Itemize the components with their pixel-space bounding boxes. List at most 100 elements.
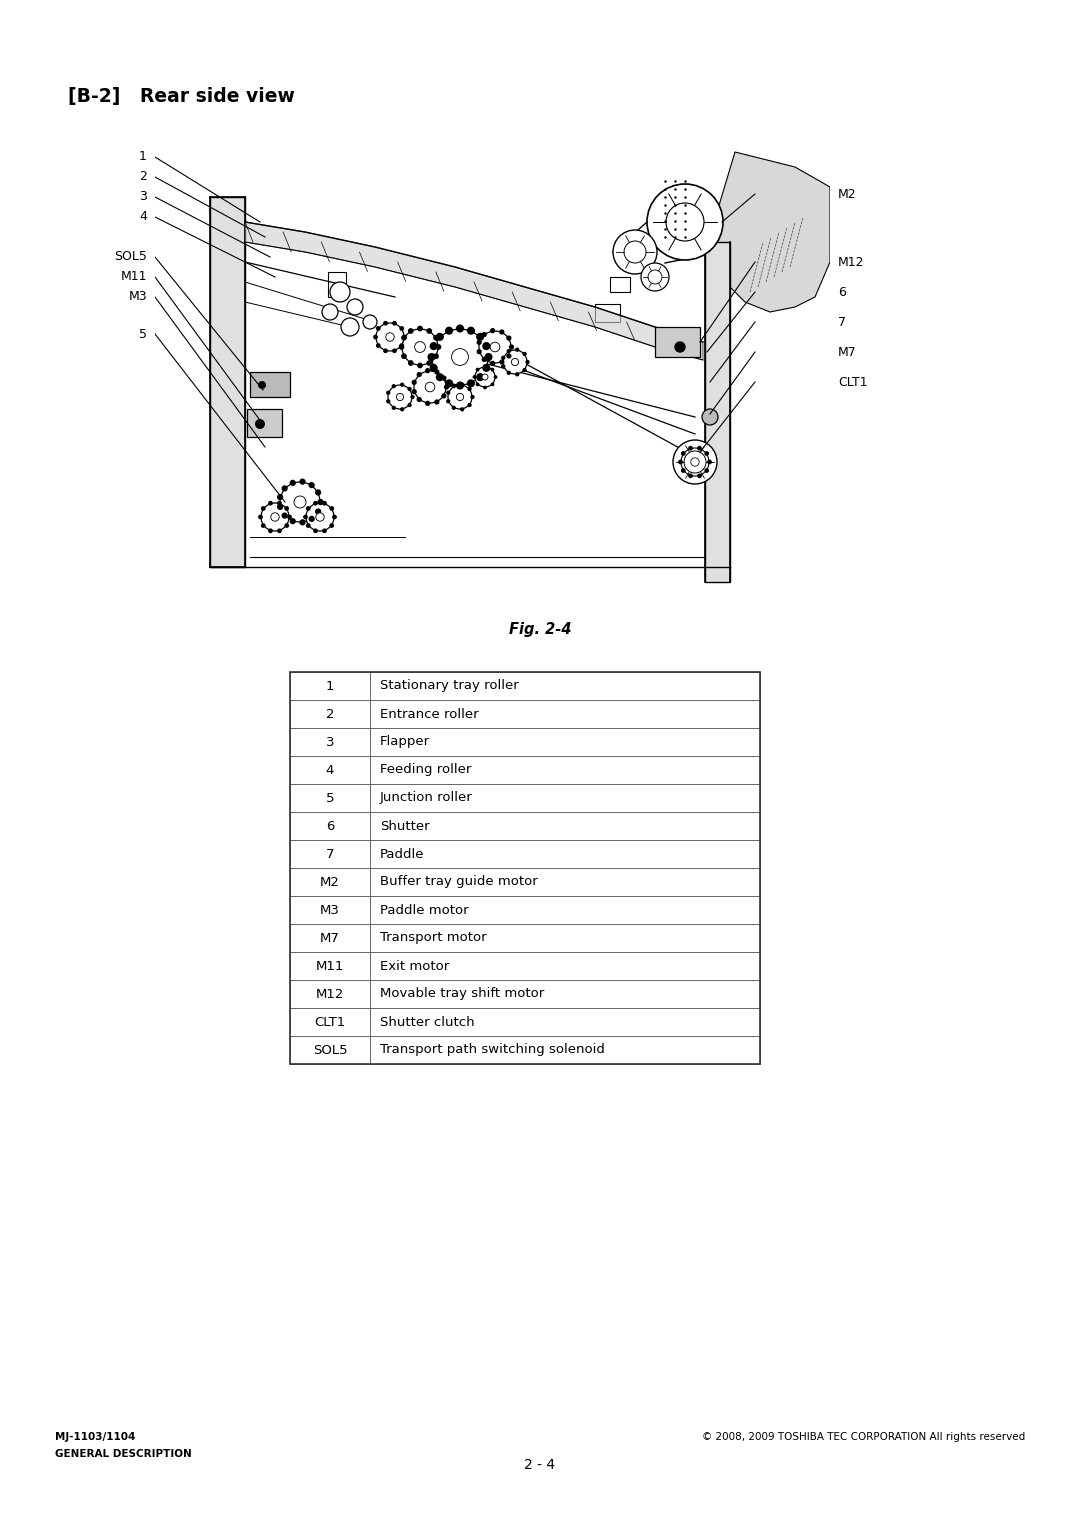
- Circle shape: [502, 365, 504, 368]
- Circle shape: [436, 333, 443, 341]
- Circle shape: [408, 360, 413, 365]
- Text: Entrance roller: Entrance roller: [380, 707, 478, 721]
- Circle shape: [453, 406, 455, 409]
- Circle shape: [436, 374, 443, 380]
- Text: Transport motor: Transport motor: [380, 931, 487, 945]
- Circle shape: [702, 409, 718, 425]
- Circle shape: [484, 365, 486, 368]
- Circle shape: [408, 328, 413, 333]
- Circle shape: [258, 382, 266, 389]
- Circle shape: [476, 374, 484, 380]
- Circle shape: [374, 336, 377, 339]
- Circle shape: [476, 383, 478, 386]
- Bar: [247, 409, 282, 437]
- Circle shape: [705, 452, 708, 455]
- Text: M12: M12: [838, 255, 864, 269]
- Text: Paddle motor: Paddle motor: [380, 904, 469, 916]
- Circle shape: [401, 408, 404, 411]
- Circle shape: [388, 385, 411, 409]
- Circle shape: [285, 507, 288, 510]
- Circle shape: [434, 336, 438, 341]
- Circle shape: [393, 322, 396, 325]
- Text: 1: 1: [326, 680, 334, 693]
- Bar: [291, 672, 760, 699]
- Circle shape: [414, 371, 446, 403]
- Circle shape: [523, 353, 526, 356]
- Bar: [291, 783, 760, 812]
- Text: [B-2]   Rear side view: [B-2] Rear side view: [68, 87, 295, 105]
- Circle shape: [402, 354, 406, 359]
- Circle shape: [512, 359, 518, 365]
- Circle shape: [523, 368, 526, 371]
- Circle shape: [442, 376, 446, 380]
- Circle shape: [377, 327, 380, 330]
- Circle shape: [445, 385, 448, 389]
- Circle shape: [681, 452, 685, 455]
- Circle shape: [491, 368, 494, 371]
- Circle shape: [347, 299, 363, 315]
- Bar: [291, 699, 760, 728]
- Circle shape: [291, 481, 295, 486]
- Circle shape: [307, 524, 310, 527]
- Text: © 2008, 2009 TOSHIBA TEC CORPORATION All rights reserved: © 2008, 2009 TOSHIBA TEC CORPORATION All…: [702, 1432, 1025, 1441]
- Circle shape: [413, 389, 416, 394]
- Circle shape: [476, 333, 484, 341]
- Circle shape: [691, 458, 699, 466]
- Text: 2 - 4: 2 - 4: [525, 1458, 555, 1472]
- Circle shape: [392, 406, 395, 409]
- Circle shape: [475, 366, 495, 386]
- Circle shape: [408, 403, 411, 406]
- Circle shape: [427, 328, 431, 333]
- Text: 6: 6: [838, 286, 846, 298]
- Bar: [291, 840, 760, 867]
- Text: SOL5: SOL5: [114, 250, 147, 264]
- Circle shape: [451, 348, 469, 365]
- Bar: [291, 756, 760, 783]
- Circle shape: [490, 342, 500, 351]
- Circle shape: [427, 360, 431, 365]
- Circle shape: [480, 331, 511, 363]
- Text: Junction roller: Junction roller: [380, 791, 473, 805]
- Text: Shutter clutch: Shutter clutch: [380, 1015, 474, 1029]
- Circle shape: [315, 513, 324, 521]
- Circle shape: [307, 507, 310, 510]
- Circle shape: [418, 363, 422, 368]
- Circle shape: [483, 357, 486, 362]
- Circle shape: [278, 530, 281, 533]
- Text: Stationary tray roller: Stationary tray roller: [380, 680, 518, 693]
- Circle shape: [453, 385, 455, 388]
- Circle shape: [285, 524, 288, 527]
- Polygon shape: [705, 241, 730, 582]
- Circle shape: [261, 524, 265, 527]
- Text: 4: 4: [139, 211, 147, 223]
- Circle shape: [468, 327, 474, 334]
- Circle shape: [377, 344, 380, 347]
- Circle shape: [613, 231, 657, 273]
- Bar: [291, 924, 760, 951]
- Polygon shape: [713, 153, 831, 312]
- Circle shape: [386, 333, 394, 341]
- Circle shape: [698, 473, 701, 478]
- Circle shape: [507, 336, 511, 341]
- Circle shape: [294, 496, 306, 508]
- Text: Paddle: Paddle: [380, 847, 424, 861]
- Circle shape: [442, 394, 446, 399]
- Text: MJ-1103/1104: MJ-1103/1104: [55, 1432, 135, 1441]
- Circle shape: [681, 447, 708, 476]
- Text: SOL5: SOL5: [313, 1043, 348, 1057]
- Circle shape: [383, 322, 388, 325]
- Text: Buffer tray guide motor: Buffer tray guide motor: [380, 875, 538, 889]
- Text: Transport path switching solenoid: Transport path switching solenoid: [380, 1043, 605, 1057]
- Circle shape: [502, 356, 504, 359]
- Circle shape: [476, 368, 478, 371]
- Circle shape: [435, 370, 438, 374]
- Bar: [328, 272, 346, 296]
- Text: 3: 3: [139, 191, 147, 203]
- Bar: [291, 672, 760, 1064]
- Text: 1: 1: [139, 151, 147, 163]
- Circle shape: [330, 282, 350, 302]
- Circle shape: [426, 368, 430, 373]
- Circle shape: [447, 400, 449, 403]
- Text: 5: 5: [139, 327, 147, 341]
- Text: 6: 6: [326, 820, 334, 832]
